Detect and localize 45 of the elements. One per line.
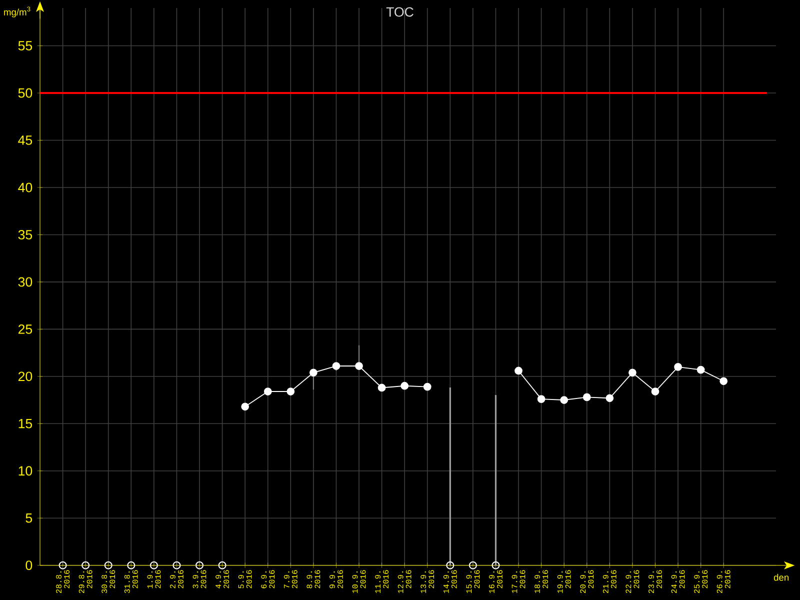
y-tick-label: 0	[26, 560, 32, 570]
x-tick-label: 19.9. 2016	[557, 570, 571, 594]
y-axis-title: mg/m$^{3}$	[4, 6, 30, 18]
x-tick-label: 11.9. 2016	[375, 570, 389, 594]
x-tick-label: 4.9. 2016	[216, 570, 230, 588]
x-tick-label: 14.9. 2016	[443, 570, 457, 594]
y-tick-label: 50	[18, 88, 32, 98]
y-tick-label: 30	[18, 277, 32, 287]
y-tick-label: 25	[18, 324, 32, 334]
x-tick-label: 23.9. 2016	[648, 570, 662, 594]
x-tick-label: 25.9. 2016	[694, 570, 708, 594]
x-tick-label: 6.9. 2016	[261, 570, 275, 588]
x-tick-label: 28.8. 2016	[56, 570, 70, 594]
x-tick-label: 16.9. 2016	[489, 570, 502, 594]
x-tick-label: 1.9. 2016	[147, 570, 161, 588]
x-tick-label: 24.9. 2016	[671, 570, 685, 594]
x-axis-title: den	[774, 574, 789, 581]
x-tick-label: 5.9. 2016	[238, 570, 252, 588]
chart-title: TOC	[386, 7, 414, 17]
y-tick-label: 20	[18, 372, 32, 382]
x-tick-label: 18.9. 2016	[534, 570, 548, 594]
y-tick-label: 10	[18, 466, 32, 476]
x-tick-label: 10.9. 2016	[352, 570, 366, 594]
y-tick-label: 5	[26, 513, 32, 523]
y-tick-label: 35	[18, 230, 32, 240]
x-tick-label: 8.9. 2016	[306, 570, 320, 588]
x-tick-label: 3.9. 2016	[192, 570, 206, 588]
x-tick-label: 7.9. 2016	[284, 570, 298, 588]
y-tick-label: 40	[18, 182, 32, 192]
x-tick-label: 2.9. 2016	[170, 570, 184, 588]
y-tick-label: 45	[18, 136, 32, 145]
x-tick-label: 26.9. 2016	[716, 570, 730, 594]
x-tick-label: 31.8. 2016	[124, 570, 138, 594]
x-tick-label: 9.9. 2016	[330, 570, 343, 588]
x-tick-label: 21.9. 2016	[602, 570, 616, 594]
x-tick-label: 17.9. 2016	[512, 570, 526, 594]
x-tick-label: 30.8. 2016	[102, 570, 116, 594]
x-tick-label: 22.9. 2016	[626, 570, 640, 594]
x-tick-label: 29.8. 2016	[78, 570, 92, 594]
x-tick-label: 13.9. 2016	[420, 570, 434, 594]
x-tick-label: 15.9. 2016	[466, 570, 480, 594]
x-tick-label: 12.9. 2016	[398, 570, 412, 594]
y-tick-label: 15	[18, 418, 32, 428]
x-tick-label: 20.9. 2016	[580, 570, 594, 594]
y-tick-label: 55	[18, 41, 32, 50]
